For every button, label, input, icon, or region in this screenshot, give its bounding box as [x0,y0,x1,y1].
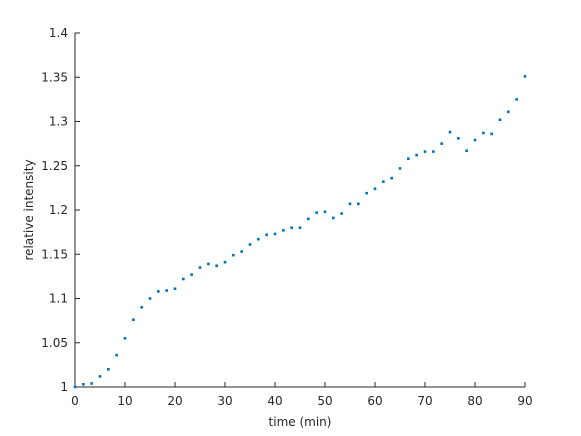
point [498,118,502,122]
x-tick-label: 50 [317,394,332,408]
point [340,212,343,215]
y-tick-label: 1.35 [41,70,68,84]
point [482,131,485,135]
point [132,318,135,322]
x-tick-label: 20 [167,394,182,408]
point [407,157,410,160]
x-tick-label: 40 [267,394,282,408]
point [282,229,285,232]
y-tick-label: 1.05 [41,336,68,350]
point [157,290,160,293]
point [490,132,493,136]
point [198,266,202,269]
point [140,306,143,309]
point [298,226,302,229]
x-axis-label: time (min) [269,415,332,429]
point [382,180,385,183]
point [357,202,360,206]
x-tick-label: 30 [217,394,232,408]
y-tick-label: 1.25 [41,159,68,173]
x-tick-label: 70 [417,394,432,408]
point [215,264,218,268]
point [98,375,102,378]
point [290,226,293,229]
point [465,149,468,153]
point [415,153,418,157]
point [223,260,227,264]
point [373,187,377,191]
point [82,383,85,386]
point [90,382,93,385]
x-tick-label: 80 [467,394,482,408]
y-tick-label: 1.2 [49,203,68,217]
point [182,277,185,281]
point [507,110,510,114]
x-tick-label: 10 [117,394,132,408]
point [315,211,318,214]
point [448,130,452,134]
y-tick-label: 1.3 [49,115,68,129]
point [398,167,402,170]
y-tick-label: 1.15 [41,247,68,261]
point [390,176,393,180]
point [257,237,260,241]
x-tick-label: 0 [71,394,79,408]
point [240,250,243,253]
point [440,142,443,145]
point [232,253,235,257]
point [457,137,460,140]
point [165,289,168,292]
point [332,216,335,220]
point [307,217,310,221]
point [148,297,152,300]
y-tick-label: 1.4 [49,26,68,40]
point [173,287,177,291]
y-tick-label: 1 [60,380,68,394]
point [207,262,210,266]
point [73,385,77,389]
point [107,368,110,371]
point [273,232,277,236]
point [190,273,193,276]
x-tick-label: 90 [517,394,532,408]
point [248,243,252,246]
x-tick-label: 60 [367,394,382,408]
point [515,98,518,101]
point [115,353,118,357]
y-axis-label: relative intensity [22,159,36,260]
point [423,150,427,153]
point [432,150,435,153]
point [473,138,477,142]
point [523,75,527,78]
point [323,210,327,214]
y-tick-label: 1.1 [49,292,68,306]
point [123,337,127,340]
point [365,191,368,195]
point [265,233,268,237]
point [348,202,352,206]
